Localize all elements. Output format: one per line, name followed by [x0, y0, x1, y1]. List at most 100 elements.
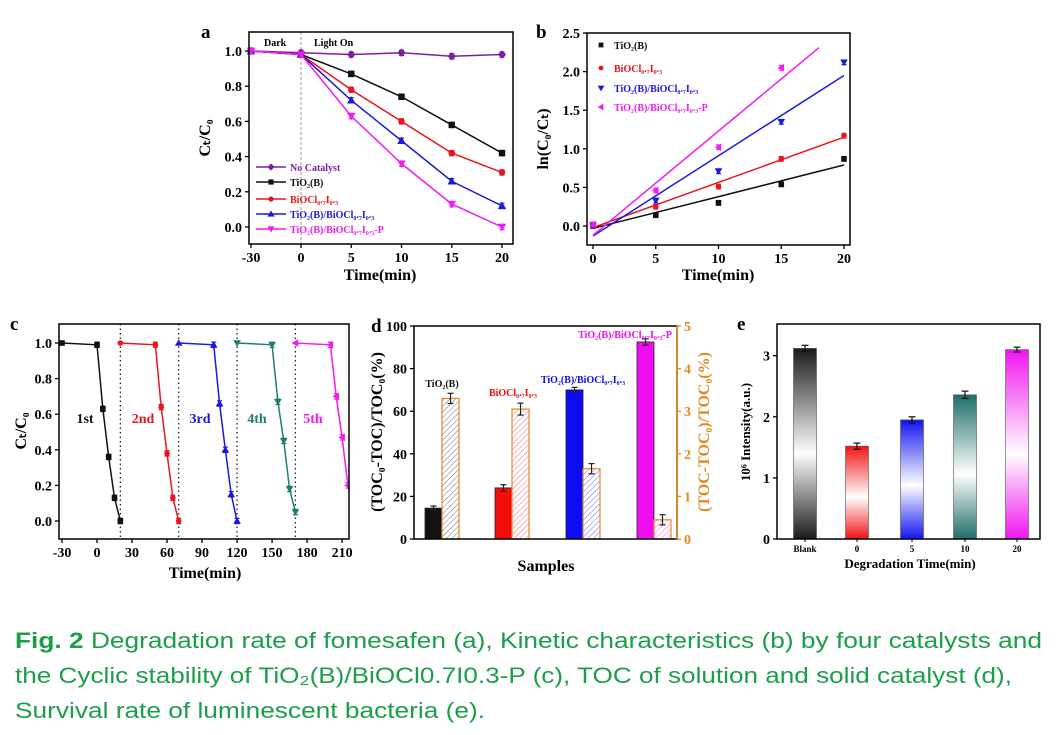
- cycle-0: [59, 340, 124, 525]
- category-label: TiO₂(B)/BiOCl₀.₇I₀.₃: [541, 375, 625, 386]
- x-tick-label: 5: [652, 252, 659, 267]
- circle-marker: [498, 169, 506, 176]
- series-2: TiO₂(B)/BiOCl₀.₇I₀.₃: [589, 59, 848, 237]
- y-tick-label: 0.0: [563, 220, 581, 235]
- fit-line: [592, 74, 845, 237]
- square-marker: [398, 93, 405, 100]
- plot-frame: [248, 31, 514, 245]
- tri-down-marker: [347, 112, 356, 121]
- tri-down-marker: [291, 509, 300, 516]
- x-tick-label: 10: [395, 251, 409, 266]
- panel-e: e Blank 0 5 10 20 0 1 2 3 Degradation Time(min) 10⁶…: [737, 314, 1041, 571]
- x-tick-label: 90: [195, 546, 209, 561]
- x-tick-label: 0: [590, 252, 597, 267]
- annotation-light-on: Light On: [314, 38, 354, 49]
- catalyst-toc-bar: [511, 408, 530, 540]
- intensity-bar: [900, 419, 924, 540]
- tri-down-marker: [285, 486, 294, 493]
- y-tick-label: 2: [763, 411, 770, 426]
- square-marker: [778, 181, 785, 188]
- caption-text: Degradation rate of fomesafen (a), Kinet…: [84, 628, 1042, 653]
- intensity-bar: [953, 394, 977, 540]
- x-tick-label: 30: [125, 546, 139, 561]
- solution-toc-bar: [565, 389, 584, 540]
- intensity-bar: [793, 348, 817, 540]
- tri-left-marker: [597, 103, 604, 111]
- tri-down-marker: [397, 160, 406, 168]
- square-marker: [498, 149, 506, 157]
- legend-label: TiO₂(B)/BiOCl₀.₇I₀.₃: [290, 210, 374, 221]
- square-marker: [652, 212, 659, 218]
- tri-down-marker: [233, 340, 241, 347]
- square-marker: [715, 200, 722, 206]
- tri-up-marker: [174, 339, 183, 346]
- circle-marker: [448, 149, 455, 157]
- y-axis-label: 10⁶ Intensity(a.u.): [738, 383, 753, 481]
- plot-frame: [776, 323, 1041, 540]
- tri-down-marker: [279, 438, 288, 445]
- tri-down-marker: [714, 168, 723, 175]
- y-tick-label: 5: [684, 320, 691, 335]
- y-tick-label: 2.5: [563, 27, 581, 42]
- series-line: [178, 342, 238, 522]
- series-line: [250, 50, 503, 228]
- circle-marker: [158, 404, 164, 410]
- diamond-marker: [447, 52, 456, 61]
- x-tick-label: 15: [774, 252, 788, 267]
- square-marker: [111, 495, 118, 501]
- x-tick-label: 15: [445, 251, 459, 266]
- x-tick-label: 0: [855, 544, 860, 554]
- square-marker: [117, 518, 124, 524]
- tri-up-marker: [397, 136, 406, 144]
- tri-down-marker: [651, 197, 660, 205]
- tri-left-marker: [777, 63, 785, 72]
- tri-down-marker: [840, 59, 848, 67]
- y-tick-label: 0: [684, 533, 691, 548]
- square-marker: [94, 341, 100, 348]
- tri-left-marker: [291, 339, 299, 347]
- x-tick-label: 60: [160, 546, 174, 561]
- y-tick-label: 0.4: [225, 151, 243, 166]
- series-line: [61, 342, 122, 522]
- circle-marker: [715, 183, 722, 190]
- catalyst-toc-bar: [441, 397, 460, 540]
- cycle-3: [233, 340, 300, 516]
- x-tick-label: 5: [348, 251, 355, 266]
- diamond-marker: [267, 163, 275, 171]
- y-tick-label: 0: [763, 533, 770, 548]
- y-tick-label: 60: [393, 405, 407, 420]
- y-tick-label: 0.6: [35, 408, 53, 423]
- tri-left-marker: [332, 392, 340, 401]
- y-tick-label: 0.8: [35, 373, 53, 388]
- x-tick-label: 10: [961, 544, 971, 554]
- y-tick-label: 1.0: [35, 337, 53, 352]
- square-marker: [348, 70, 355, 78]
- tri-left-marker: [651, 186, 659, 195]
- plot-frame: [58, 323, 350, 540]
- cycle-label: 3rd: [190, 412, 211, 427]
- y-tick-label: 1.0: [225, 45, 243, 60]
- x-tick-label: 120: [227, 546, 248, 561]
- x-tick-label: 20: [1013, 544, 1023, 554]
- circle-marker: [652, 203, 659, 210]
- x-axis-label: Time(min): [169, 565, 242, 582]
- fit-line: [592, 136, 845, 229]
- category-label: TiO₂(B)/BiOCl₀.₇I₀.₃-P: [578, 330, 672, 341]
- series-line: [250, 50, 503, 174]
- series-0: No Catalyst: [246, 46, 507, 174]
- diamond-marker: [347, 50, 356, 59]
- tri-up-marker: [347, 96, 356, 104]
- legend-label: BiOCl₀.₇I₀.₃: [290, 195, 338, 206]
- circle-marker: [170, 495, 176, 501]
- tri-left-marker: [714, 143, 722, 152]
- y-tick-label: 0.5: [563, 181, 581, 196]
- tri-down-marker: [267, 226, 275, 233]
- tri-left-marker: [326, 340, 334, 349]
- legend-label: TiO₂(B)/BiOCl₀.₇I₀.₃: [614, 84, 698, 95]
- y-tick-label: 3: [684, 405, 691, 420]
- x-tick-label: 20: [495, 251, 509, 266]
- panel-letter: b: [536, 22, 547, 43]
- tri-down-marker: [274, 398, 282, 406]
- legend-label: TiO₂(B): [614, 41, 647, 52]
